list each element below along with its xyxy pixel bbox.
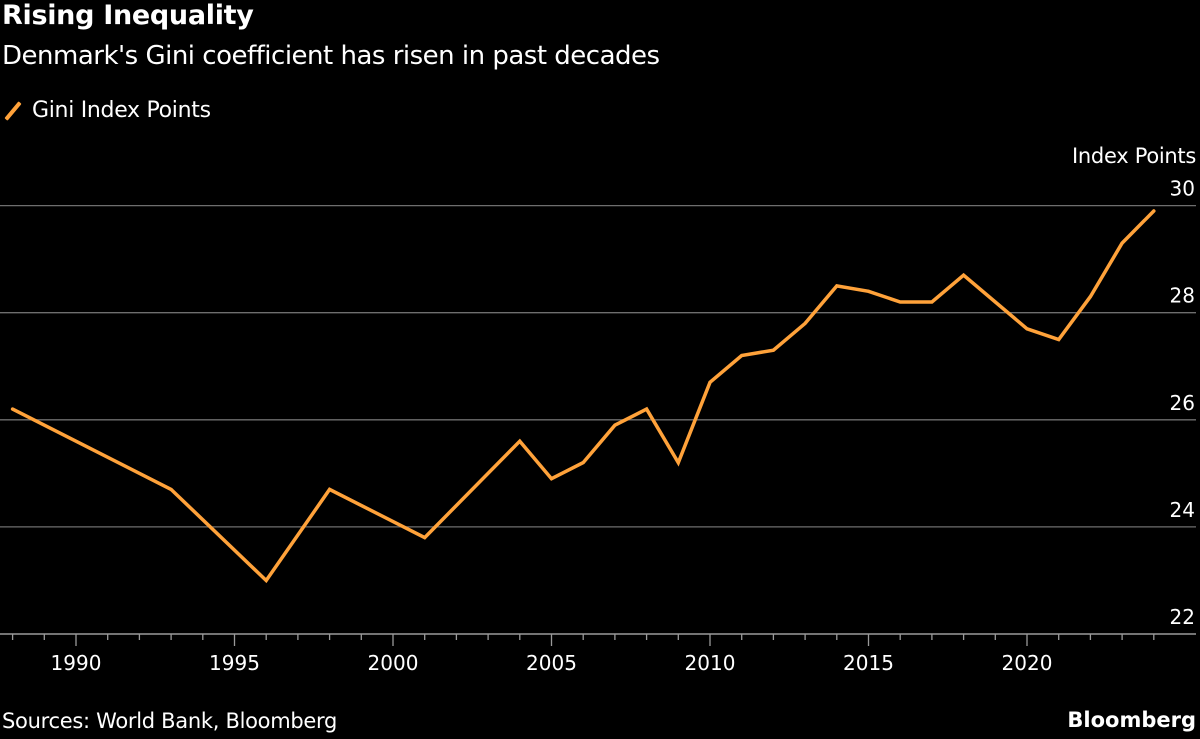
- data-point: [993, 300, 997, 304]
- data-point: [1025, 327, 1029, 331]
- data-point: [1152, 209, 1156, 213]
- data-point: [898, 300, 902, 304]
- x-tick-label: 1990: [51, 651, 102, 675]
- legend-label: Gini Index Points: [32, 98, 211, 123]
- data-point: [803, 321, 807, 325]
- y-tick-label: 26: [1170, 391, 1195, 415]
- legend: Gini Index Points: [4, 98, 211, 123]
- data-point: [581, 461, 585, 465]
- data-point: [423, 536, 427, 540]
- data-point: [835, 284, 839, 288]
- chart-title: Rising Inequality: [2, 0, 254, 31]
- y-tick-label: 30: [1170, 177, 1195, 201]
- data-point: [518, 439, 522, 443]
- source-note: Sources: World Bank, Bloomberg: [2, 709, 338, 733]
- data-point: [11, 407, 15, 411]
- data-point: [1088, 295, 1092, 299]
- data-point: [771, 348, 775, 352]
- x-tick-label: 2020: [1002, 651, 1053, 675]
- y-axis-label: Index Points: [1072, 144, 1196, 168]
- x-tick-label: 2005: [526, 651, 577, 675]
- data-point: [550, 477, 553, 481]
- data-point: [740, 354, 744, 358]
- data-point: [1057, 337, 1061, 341]
- data-point: [1120, 241, 1124, 245]
- data-point: [962, 273, 966, 277]
- data-point: [264, 578, 268, 582]
- x-tick-label: 2015: [843, 651, 894, 675]
- y-tick-label: 28: [1170, 284, 1195, 308]
- brand-logo: Bloomberg: [1067, 708, 1196, 732]
- data-point: [930, 300, 934, 304]
- chart-subtitle: Denmark's Gini coefficient has risen in …: [2, 41, 660, 71]
- data-point: [328, 487, 332, 491]
- y-tick-label: 22: [1170, 605, 1195, 629]
- data-point: [645, 407, 649, 411]
- data-point: [169, 487, 173, 491]
- data-point: [613, 423, 617, 427]
- series-line-gini-index: [10, 209, 1156, 584]
- x-tick-label: 1995: [209, 651, 260, 675]
- data-point: [676, 461, 680, 465]
- x-tick-label: 2010: [685, 651, 736, 675]
- x-tick-label: 2000: [368, 651, 419, 675]
- data-point: [708, 380, 712, 384]
- data-point: [867, 289, 870, 293]
- y-tick-label: 24: [1170, 498, 1195, 522]
